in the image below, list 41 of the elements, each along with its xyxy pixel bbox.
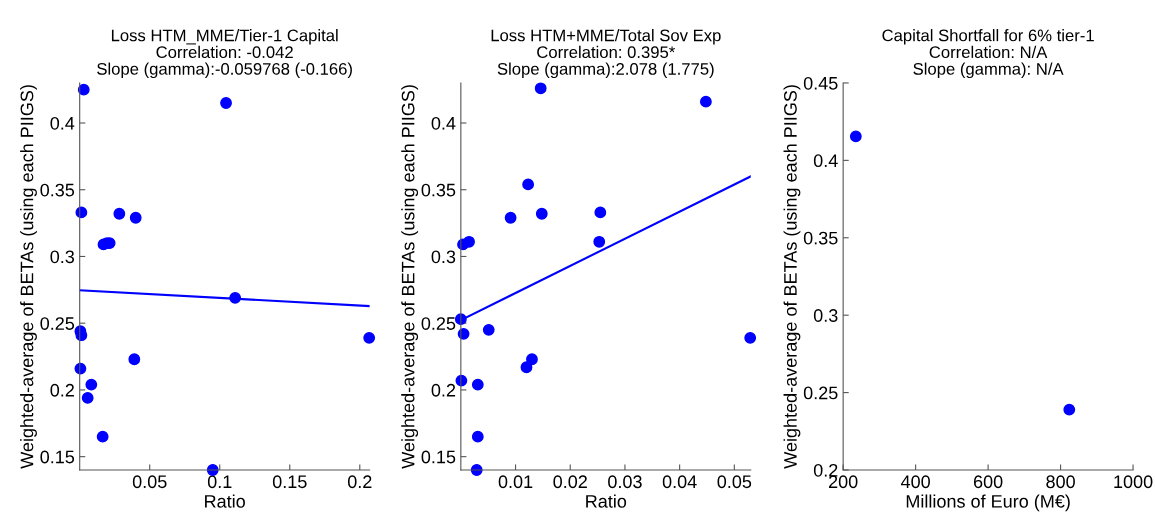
y-tick-label: 0.35 [40, 183, 75, 197]
y-tick-label: 0.15 [421, 450, 456, 464]
y-tick-label: 0.4 [431, 116, 456, 130]
x-axis-title: Millions of Euro (M€) [906, 494, 1070, 512]
chart-title: Capital Shortfall for 6% tier-1 Correlation: N/A Slope (gamma): N/A [882, 29, 1094, 79]
y-tick-label: 0.35 [421, 183, 456, 197]
x-tick-label: 600 [973, 475, 1003, 489]
x-axis-title: Ratio [205, 494, 245, 508]
y-tick-label: 0.2 [813, 463, 838, 477]
chart-title: Loss HTM+MME/Total Sov Exp Correlation: 0.395* Slope (gamma):2.078 (1.775) [491, 29, 721, 79]
y-axis-title: Weighted-average of BETAs (using each PIIGS) [401, 85, 419, 469]
y-tick-label: 0.3 [431, 250, 456, 264]
y-tick-label: 0.4 [813, 154, 838, 168]
x-tick-label: 0.05 [717, 475, 752, 489]
x-tick-label: 200 [829, 475, 858, 489]
x-tick-label: 0.2 [347, 475, 372, 489]
y-axis-title: Weighted-average of BETAs (using each PIIGS) [20, 85, 37, 469]
x-tick-label: 0.15 [272, 475, 307, 489]
x-tick-label: 0.1 [207, 475, 232, 489]
y-tick-label: 0.45 [803, 76, 838, 90]
y-tick-label: 0.3 [50, 250, 75, 264]
y-tick-label: 0.2 [431, 383, 456, 397]
x-tick-label: 0.02 [553, 475, 587, 489]
y-tick-label: 0.4 [50, 116, 75, 130]
y-tick-label: 0.25 [803, 386, 838, 400]
y-tick-label: 0.2 [50, 383, 74, 397]
y-tick-label: 0.25 [40, 317, 75, 330]
y-tick-label: 0.35 [803, 231, 838, 245]
x-tick-label: 0.04 [662, 475, 697, 489]
x-tick-label: 0.01 [498, 475, 533, 489]
x-tick-label: 800 [1046, 475, 1075, 489]
y-axis-title: Weighted-average of BETAs (using each PIIGS) [783, 85, 801, 469]
x-tick-label: 0.05 [132, 475, 167, 489]
chart-title: Loss HTM_MME/Tier-1 Capital Correlation: -0.042 Slope (gamma):-0.059768 (-0.166) [97, 29, 352, 79]
y-tick-label: 0.25 [421, 317, 456, 330]
y-tick-label: 0.15 [40, 450, 75, 464]
y-tick-label: 0.3 [813, 309, 838, 322]
x-tick-label: 400 [900, 475, 930, 489]
x-tick-label: 0.03 [608, 475, 642, 489]
x-tick-label: 1000 [1114, 475, 1153, 489]
x-axis-title: Ratio [586, 494, 627, 508]
